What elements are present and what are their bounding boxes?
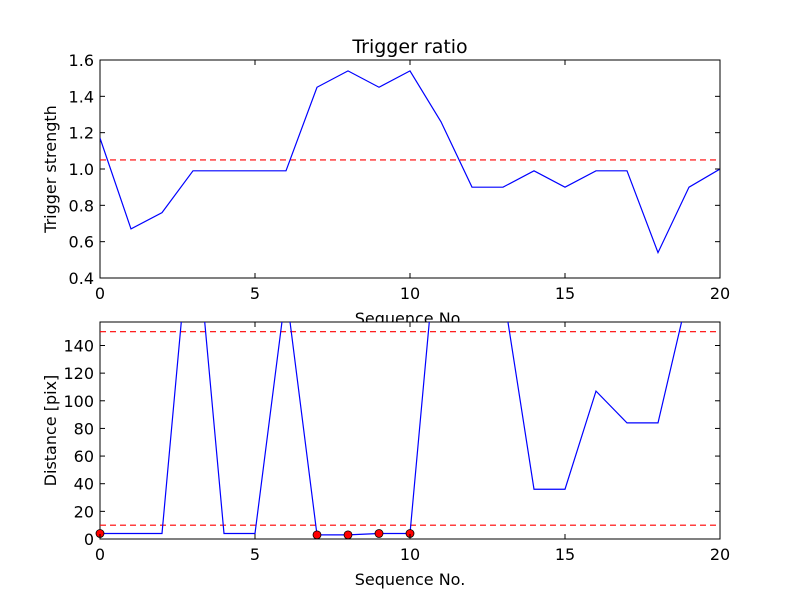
y-tick-label: 0 [84, 530, 94, 549]
marker-point [343, 530, 353, 540]
axes-frame [99, 321, 721, 540]
y-tick-label: 0.6 [69, 233, 94, 252]
plot-area [100, 70, 720, 255]
x-tick-label: 10 [400, 284, 420, 303]
y-tick-label: 140 [63, 336, 94, 355]
chart-title: Trigger ratio [351, 36, 467, 58]
x-tick-label: 5 [250, 545, 260, 564]
x-tick-label: 0 [95, 284, 105, 303]
y-tick-label: 0.8 [69, 196, 94, 215]
x-tick-label: 10 [400, 545, 420, 564]
axes-frame [99, 59, 721, 279]
y-tick-label: 1.6 [69, 51, 94, 70]
x-axis-label: Sequence No. [355, 570, 466, 589]
y-tick-label: 0.4 [69, 269, 94, 288]
y-axis-label: Trigger strength [41, 105, 60, 234]
marker-point [312, 530, 322, 540]
y-axis-label: Distance [pix] [41, 375, 60, 487]
y-tick-label: 100 [63, 392, 94, 411]
y-tick-label: 20 [74, 502, 94, 521]
distance-chart: 0 5 10 15 20 0 20 40 60 80 100 120 140 Sequence No. Di… [41, 321, 730, 589]
y-tick-label: 80 [74, 419, 94, 438]
y-tick-label: 1.0 [69, 160, 94, 179]
y-tick-label: 1.4 [69, 87, 94, 106]
series-line-0 [100, 70, 720, 255]
x-tick-label: 15 [555, 284, 575, 303]
x-tick-label: 20 [710, 284, 730, 303]
y-tick-label: 40 [74, 475, 94, 494]
x-tick-label: 5 [250, 284, 260, 303]
x-tick-label: 15 [555, 545, 575, 564]
marker-point [374, 529, 384, 538]
y-tick-label: 120 [63, 364, 94, 383]
x-tick-label: 0 [95, 545, 105, 564]
x-tick-label: 20 [710, 545, 730, 564]
y-tick-label: 60 [74, 447, 94, 466]
y-tick-label: 1.2 [69, 124, 94, 143]
